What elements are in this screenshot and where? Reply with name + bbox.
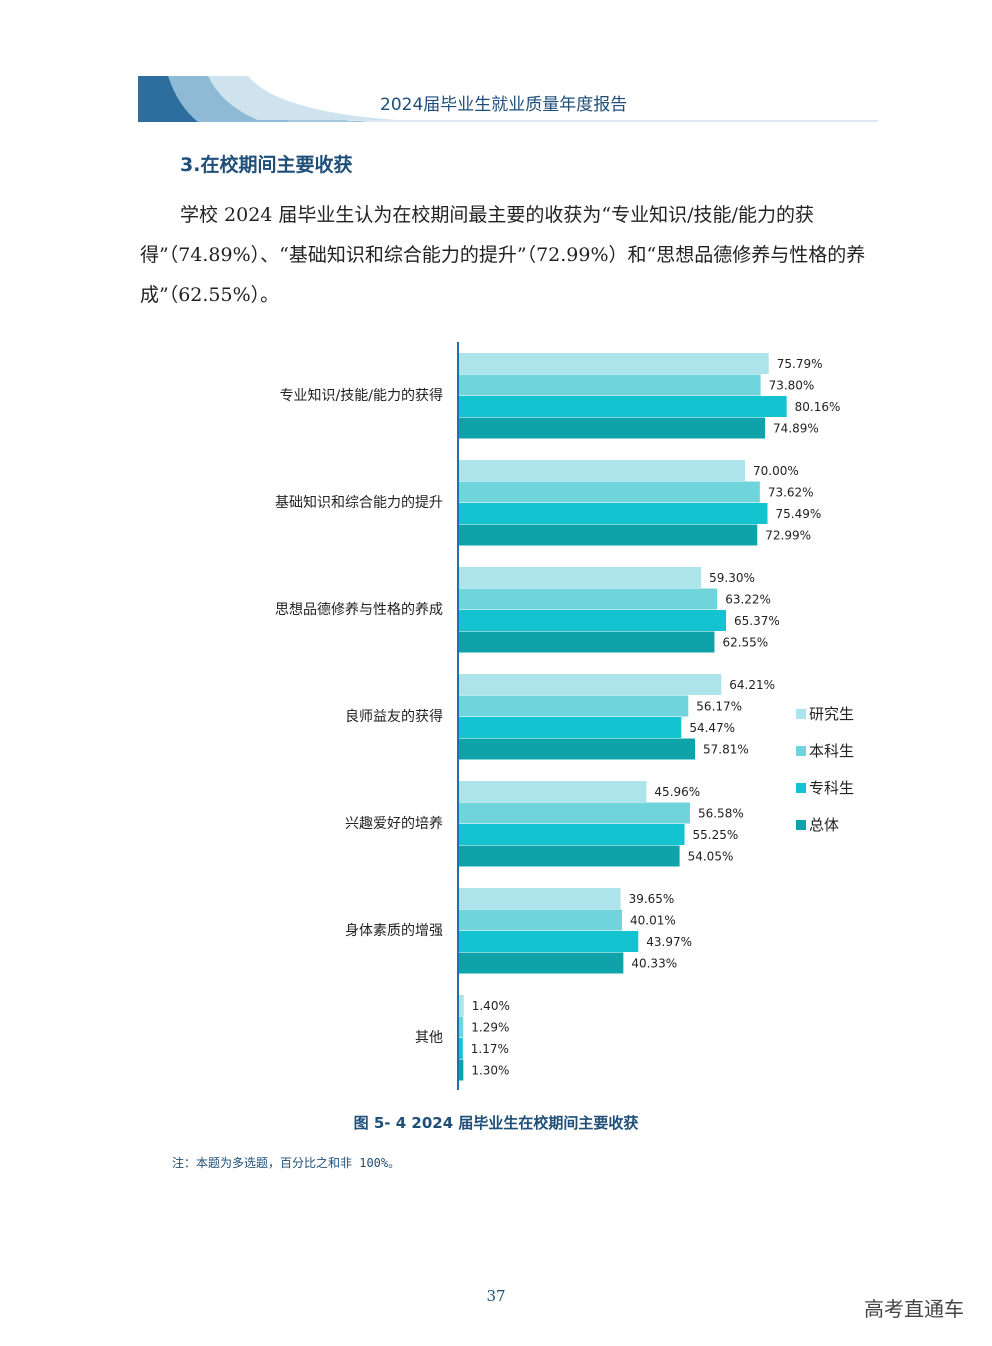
data-label: 75.49% <box>776 507 822 521</box>
category-label: 专业知识/技能/能力的获得 <box>280 387 443 404</box>
data-label: 57.81% <box>703 743 749 757</box>
data-label: 1.29% <box>471 1021 509 1035</box>
header-decoration <box>138 76 878 122</box>
data-label: 45.96% <box>654 785 700 799</box>
bar <box>458 503 768 524</box>
bar <box>458 909 623 931</box>
data-label: 54.47% <box>689 721 735 735</box>
bar <box>458 1059 464 1081</box>
bar <box>458 524 758 546</box>
data-label: 72.99% <box>765 529 811 543</box>
data-label: 56.58% <box>698 807 744 821</box>
bar <box>458 417 766 439</box>
bar <box>458 802 690 824</box>
legend-swatch <box>796 709 806 719</box>
page-number: 37 <box>486 1287 506 1305</box>
data-label: 39.65% <box>629 892 675 906</box>
category-label: 其他 <box>415 1030 443 1046</box>
bar <box>458 845 680 867</box>
bar <box>458 695 689 717</box>
legend-label: 专科生 <box>809 779 854 797</box>
figure-note: 注：本题为多选题，百分比之和非 100%。 <box>172 1156 401 1170</box>
category-label: 良师益友的获得 <box>345 708 443 725</box>
bar <box>458 717 682 738</box>
legend-swatch <box>796 746 806 756</box>
bar <box>458 888 621 909</box>
legend-swatch <box>796 820 806 830</box>
data-label: 59.30% <box>709 571 755 585</box>
data-label: 73.62% <box>768 486 814 500</box>
data-label: 75.79% <box>777 357 823 371</box>
category-label: 兴趣爱好的培养 <box>345 816 443 832</box>
bar <box>458 353 769 374</box>
bar <box>458 460 745 481</box>
bar <box>458 952 624 974</box>
section-title: 3.在校期间主要收获 <box>180 154 353 176</box>
bar <box>458 674 722 695</box>
data-label: 43.97% <box>646 935 692 949</box>
legend-swatch <box>796 783 806 793</box>
bar <box>458 1038 463 1059</box>
data-label: 1.40% <box>472 999 510 1013</box>
category-label: 身体素质的增强 <box>345 923 443 939</box>
bar <box>458 481 760 503</box>
legend-label: 研究生 <box>809 705 854 723</box>
legend-label: 总体 <box>809 816 839 834</box>
data-label: 55.25% <box>693 828 739 842</box>
category-label: 思想品德修养与性格的养成 <box>275 602 443 618</box>
data-label: 74.89% <box>773 422 819 436</box>
bar <box>458 396 787 417</box>
category-label: 基础知识和综合能力的提升 <box>275 494 443 511</box>
data-label: 40.33% <box>631 957 677 971</box>
data-label: 70.00% <box>753 464 799 478</box>
bar <box>458 631 715 653</box>
data-label: 54.05% <box>688 850 734 864</box>
data-label: 1.17% <box>471 1042 509 1056</box>
bar <box>458 931 639 952</box>
data-label: 63.22% <box>725 593 771 607</box>
header-title: 2024届毕业生就业质量年度报告 <box>380 95 628 115</box>
bar <box>458 995 464 1016</box>
bar <box>458 588 718 610</box>
bar <box>458 781 647 802</box>
data-label: 1.30% <box>471 1064 509 1078</box>
figure-caption: 图 5- 4 2024 届毕业生在校期间主要收获 <box>353 1114 639 1132</box>
bar <box>458 567 702 588</box>
bar <box>458 610 727 631</box>
data-label: 40.01% <box>630 914 676 928</box>
data-label: 64.21% <box>729 678 775 692</box>
data-label: 56.17% <box>696 700 742 714</box>
watermark: 高考直通车 <box>864 1297 964 1321</box>
data-label: 73.80% <box>769 379 815 393</box>
bar <box>458 824 685 845</box>
bar <box>458 1016 464 1038</box>
data-label: 65.37% <box>734 614 780 628</box>
data-label: 80.16% <box>795 400 841 414</box>
summary-paragraph: 学校 2024 届毕业生认为在校期间最主要的收获为“专业知识/技能/能力的获得”… <box>140 204 866 306</box>
bar <box>458 374 761 396</box>
bar <box>458 738 696 760</box>
legend-label: 本科生 <box>809 742 854 760</box>
data-label: 62.55% <box>722 636 768 650</box>
